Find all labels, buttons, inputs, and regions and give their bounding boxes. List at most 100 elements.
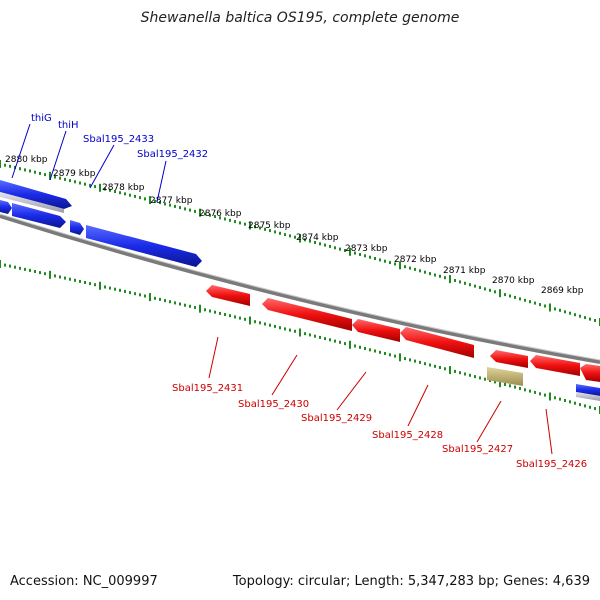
kbp-label: 2880 kbp bbox=[5, 155, 48, 165]
major-tick bbox=[399, 261, 401, 270]
minor-tick bbox=[464, 281, 466, 285]
gene-label-Sbal195_2432[interactable]: Sbal195_2432 bbox=[137, 149, 208, 160]
gene-Sbal195_2430[interactable] bbox=[262, 298, 352, 331]
minor-tick bbox=[144, 197, 146, 201]
gene-label-Sbal195_2430[interactable]: Sbal195_2430 bbox=[238, 399, 309, 410]
minor-tick bbox=[34, 170, 36, 174]
minor-tick bbox=[44, 173, 46, 177]
minor-tick bbox=[224, 313, 226, 316]
minor-tick bbox=[64, 177, 66, 181]
gene-label-Sbal195_2426[interactable]: Sbal195_2426 bbox=[516, 459, 587, 470]
minor-tick bbox=[59, 176, 61, 180]
minor-tick bbox=[479, 376, 481, 380]
gene-label-thiH[interactable]: thiH bbox=[58, 120, 79, 131]
minor-tick bbox=[284, 233, 286, 237]
gene-label-thiG[interactable]: thiG bbox=[31, 113, 52, 124]
minor-tick bbox=[129, 193, 131, 197]
minor-tick bbox=[459, 371, 461, 375]
minor-tick bbox=[404, 357, 406, 361]
minor-tick bbox=[229, 218, 231, 222]
top-tick-track bbox=[0, 160, 600, 326]
gene-Sbal195_2427[interactable] bbox=[490, 350, 528, 368]
minor-tick bbox=[589, 405, 591, 409]
minor-tick bbox=[264, 322, 266, 326]
kbp-label: 2877 kbp bbox=[150, 196, 193, 206]
minor-tick bbox=[94, 185, 96, 189]
leader-line bbox=[476, 400, 502, 443]
minor-tick bbox=[504, 383, 506, 386]
minor-tick bbox=[424, 270, 426, 274]
minor-tick bbox=[9, 164, 11, 168]
minor-tick bbox=[344, 342, 346, 346]
gene-label-Sbal195_2427[interactable]: Sbal195_2427 bbox=[442, 444, 513, 455]
minor-tick bbox=[544, 393, 546, 397]
minor-tick bbox=[519, 387, 521, 390]
minor-tick bbox=[159, 297, 161, 301]
major-tick bbox=[199, 208, 201, 217]
feature-tan[interactable] bbox=[487, 367, 523, 386]
minor-tick bbox=[114, 287, 116, 291]
kbp-label: 2872 kbp bbox=[394, 255, 437, 265]
gene-Sbal195_2433[interactable] bbox=[70, 220, 84, 235]
major-tick bbox=[449, 275, 451, 284]
minor-tick bbox=[319, 242, 321, 246]
minor-tick bbox=[9, 264, 11, 268]
accession-text: Accession: NC_009997 bbox=[10, 574, 158, 589]
gene-thiG[interactable] bbox=[0, 180, 72, 209]
minor-tick bbox=[479, 286, 481, 289]
gene-thiH[interactable] bbox=[12, 203, 66, 228]
minor-tick bbox=[229, 314, 231, 318]
gene-Sbal195_2428[interactable] bbox=[400, 327, 474, 358]
minor-tick bbox=[534, 301, 536, 305]
gene-Sbal195_2431[interactable] bbox=[206, 285, 250, 306]
leader-line bbox=[407, 384, 429, 427]
gene-Sbal195_2429[interactable] bbox=[352, 319, 400, 342]
minor-tick bbox=[274, 324, 276, 328]
minor-tick bbox=[204, 212, 206, 216]
minor-tick bbox=[314, 334, 316, 338]
major-tick bbox=[349, 247, 351, 256]
minor-tick bbox=[454, 279, 456, 282]
gene-Sbal195_2426[interactable] bbox=[530, 355, 580, 376]
minor-tick bbox=[234, 315, 236, 319]
minor-tick bbox=[584, 316, 586, 320]
genome-backbone bbox=[0, 214, 600, 364]
minor-tick bbox=[514, 295, 516, 299]
minor-tick bbox=[344, 249, 346, 252]
gene-label-Sbal195_2428[interactable]: Sbal195_2428 bbox=[372, 430, 443, 441]
minor-tick bbox=[214, 310, 216, 314]
minor-tick bbox=[139, 196, 141, 200]
minor-tick bbox=[369, 348, 371, 352]
leader-line bbox=[89, 144, 115, 189]
minor-tick bbox=[334, 339, 336, 343]
minor-tick bbox=[79, 279, 81, 283]
minor-tick bbox=[324, 337, 326, 341]
minor-tick bbox=[184, 303, 186, 307]
minor-tick bbox=[109, 188, 111, 192]
minor-tick bbox=[24, 267, 26, 271]
gene-label-Sbal195_2429[interactable]: Sbal195_2429 bbox=[301, 413, 372, 424]
gene-label-Sbal195_2433[interactable]: Sbal195_2433 bbox=[83, 134, 154, 145]
minor-tick bbox=[339, 340, 341, 344]
gene-partial-right[interactable] bbox=[580, 364, 600, 382]
kbp-label: 2870 kbp bbox=[492, 276, 535, 286]
major-tick bbox=[249, 221, 251, 230]
minor-tick bbox=[559, 308, 561, 312]
minor-tick bbox=[109, 286, 111, 290]
minor-tick bbox=[504, 293, 506, 297]
minor-tick bbox=[334, 246, 336, 250]
minor-tick bbox=[509, 384, 511, 388]
minor-tick bbox=[24, 168, 26, 172]
minor-tick bbox=[589, 317, 591, 321]
minor-tick bbox=[239, 221, 241, 225]
gene-thiH-part[interactable] bbox=[0, 200, 12, 214]
gene-label-Sbal195_2431[interactable]: Sbal195_2431 bbox=[172, 383, 243, 394]
minor-tick bbox=[444, 276, 446, 280]
minor-tick bbox=[219, 216, 221, 220]
major-tick bbox=[449, 366, 451, 375]
minor-tick bbox=[69, 179, 71, 183]
minor-tick bbox=[519, 297, 521, 301]
minor-tick bbox=[529, 300, 531, 304]
minor-tick bbox=[259, 226, 261, 230]
gene-Sbal195_2432[interactable] bbox=[86, 225, 202, 267]
